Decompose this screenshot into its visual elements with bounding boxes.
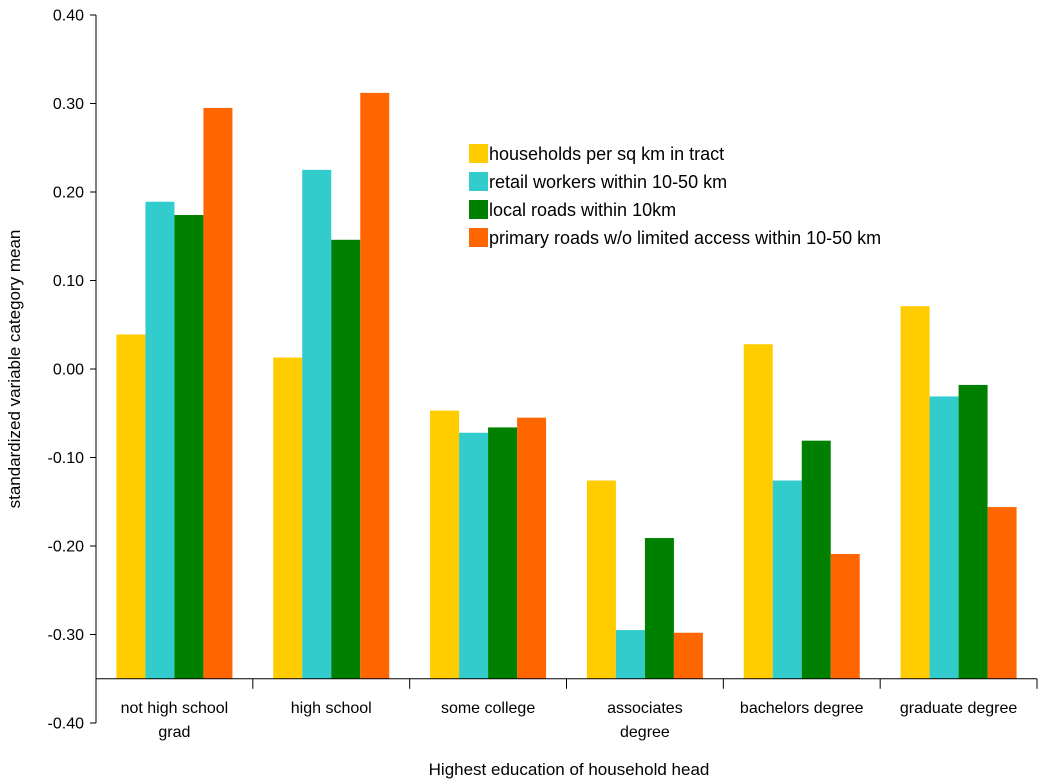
y-tick-label: -0.10	[48, 450, 85, 467]
y-tick-label: -0.30	[48, 627, 85, 644]
bar	[488, 427, 518, 679]
y-tick-label: 0.30	[53, 96, 84, 113]
bar	[644, 538, 674, 679]
x-axis-label: Highest education of household head	[429, 760, 710, 779]
bar-group	[116, 92, 1017, 679]
y-tick-label: 0.40	[53, 8, 84, 25]
y-axis-label: standardized variable category mean	[5, 230, 24, 509]
bar	[459, 432, 489, 679]
bar	[360, 92, 390, 679]
legend-swatch	[469, 144, 488, 163]
x-tick-label: grad	[158, 724, 190, 741]
bar	[273, 357, 303, 679]
y-tick-label: 0.10	[53, 273, 84, 290]
bar	[929, 396, 959, 679]
bar	[430, 410, 460, 679]
bar	[615, 630, 645, 679]
bar	[302, 169, 332, 679]
y-tick-label: -0.20	[48, 539, 85, 556]
legend-label: retail workers within 10-50 km	[489, 172, 727, 192]
axes: -0.40 -0.30 -0.20 -0.10 0.00 0.10 0.20 0.30 0.40…	[48, 8, 1038, 741]
bar	[958, 384, 988, 679]
y-tick-label: -0.40	[48, 716, 85, 733]
bar	[586, 480, 616, 679]
bar	[772, 480, 802, 679]
legend-swatch	[469, 200, 488, 219]
bar	[517, 417, 547, 679]
y-tick-label: 0.20	[53, 185, 84, 202]
bar	[801, 440, 831, 679]
x-tick-label: degree	[620, 724, 670, 741]
bar	[900, 306, 930, 679]
legend: households per sq km in tract retail work…	[469, 144, 881, 248]
bar	[673, 632, 703, 679]
bar	[174, 215, 204, 679]
x-tick-label: some college	[441, 700, 535, 717]
x-tick-label: associates	[607, 700, 683, 717]
y-tick-label: 0.00	[53, 362, 84, 379]
bar	[331, 239, 361, 679]
legend-label: primary roads w/o limited access within …	[489, 228, 881, 248]
x-tick-label: high school	[291, 700, 372, 717]
bar	[145, 201, 175, 679]
bar	[830, 553, 860, 679]
x-tick-label: graduate degree	[900, 700, 1018, 717]
legend-label: households per sq km in tract	[489, 144, 724, 164]
bar	[203, 107, 233, 679]
x-tick-label: not high school	[121, 700, 229, 717]
legend-swatch	[469, 172, 488, 191]
bar	[116, 334, 146, 679]
legend-label: local roads within 10km	[489, 200, 676, 220]
bar	[743, 344, 773, 679]
x-tick-label: bachelors degree	[740, 700, 864, 717]
legend-swatch	[469, 228, 488, 247]
bar	[987, 507, 1017, 679]
